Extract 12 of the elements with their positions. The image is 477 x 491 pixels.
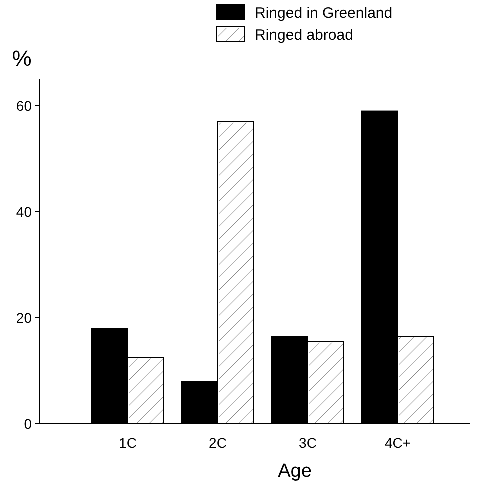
x-tick-label: 4C+: [384, 435, 412, 451]
x-axis-title: Age: [278, 461, 312, 482]
legend-label: Ringed abroad: [255, 26, 354, 44]
y-tick-label: 60: [16, 98, 32, 114]
x-tick-label: 3C: [299, 435, 317, 451]
x-tick-label: 1C: [119, 435, 137, 451]
legend-label: Ringed in Greenland: [255, 4, 393, 22]
y-axis-title: %: [12, 46, 32, 71]
x-tick-label: 2C: [209, 435, 227, 451]
y-tick-label: 40: [16, 204, 32, 220]
y-tick-label: 0: [24, 416, 32, 432]
y-tick-label: 20: [16, 310, 32, 326]
